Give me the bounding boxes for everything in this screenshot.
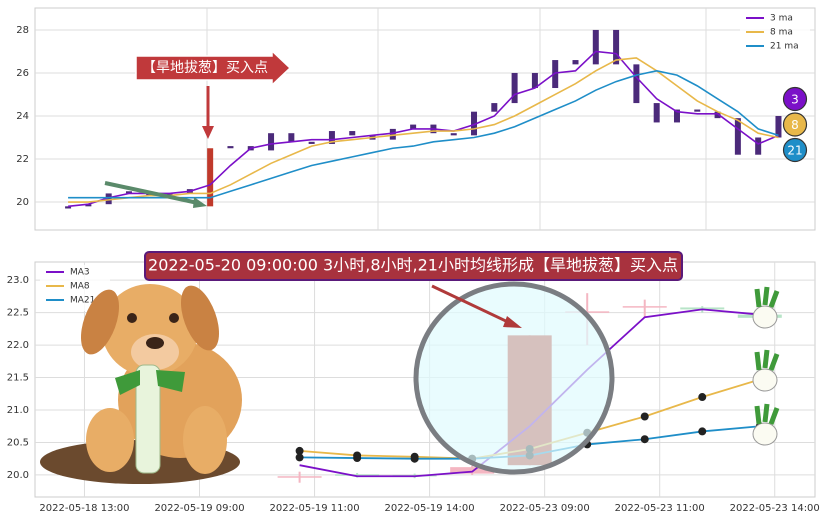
- ma-marker: [295, 446, 304, 455]
- badge-label: 21: [787, 144, 802, 158]
- ma-line: [68, 57, 779, 203]
- candle-body: [335, 474, 380, 476]
- annotation-arrow-head: [202, 126, 214, 139]
- candle-body: [166, 193, 173, 196]
- candle-body: [613, 29, 620, 65]
- candle-body: [471, 111, 478, 136]
- x-tick-label: 2022-05-18 13:00: [39, 503, 129, 514]
- dog-illustration: [40, 284, 242, 484]
- ma-marker: [640, 412, 649, 421]
- candle-body: [450, 133, 457, 136]
- legend-label: MA21: [70, 296, 95, 306]
- candle-body: [268, 133, 275, 151]
- y-tick-label: 28: [16, 25, 29, 36]
- badge: [782, 137, 808, 163]
- x-tick-label: 2022-05-19 14:00: [385, 503, 475, 514]
- candle-body: [389, 128, 396, 140]
- legend-label: MA8: [70, 282, 90, 292]
- annotation-arrow-head: [503, 316, 522, 328]
- y-tick-label: 22.5: [7, 308, 29, 319]
- badge-label: 8: [791, 118, 799, 132]
- badges: 3 8 21: [782, 86, 808, 163]
- candle-body: [633, 64, 640, 104]
- legend-label: 21 ma: [770, 42, 799, 52]
- decorations: 【旱地拔葱】买入点 3 8 21: [40, 49, 808, 484]
- y-tick-label: 20.0: [7, 470, 29, 481]
- ma-marker: [410, 454, 419, 463]
- candle-body: [653, 103, 660, 123]
- plot-area: [34, 7, 816, 231]
- candle-body: [450, 467, 495, 474]
- candle-body: [328, 131, 335, 144]
- candle-body: [694, 109, 701, 112]
- candle-body: [125, 191, 132, 194]
- candle-body: [734, 118, 741, 155]
- candle-body: [85, 204, 92, 207]
- candle-body: [680, 307, 725, 310]
- candle-body: [288, 133, 295, 142]
- trend-arrow: [104, 181, 199, 205]
- x-tick-label: 2022-05-19 11:00: [269, 503, 359, 514]
- legend-label: MA3: [70, 268, 90, 278]
- y-tick-label: 21.0: [7, 405, 29, 416]
- y-tick-label: 26: [16, 68, 29, 79]
- candle-body: [227, 146, 234, 149]
- candle-body: [65, 206, 72, 209]
- badge-label: 3: [791, 93, 799, 107]
- badge: [782, 112, 808, 137]
- badge: [782, 86, 808, 112]
- candle-body: [531, 72, 538, 89]
- ma-marker: [698, 393, 707, 402]
- y-tick-label: 21.5: [7, 373, 29, 384]
- candle-body: [511, 72, 518, 104]
- candle-body: [349, 131, 356, 136]
- legend-label: 3 ma: [770, 14, 793, 24]
- candle-body: [572, 60, 579, 65]
- x-tick-label: 2022-05-23 11:00: [615, 503, 705, 514]
- candle-body: [775, 115, 782, 138]
- annotation-text: 【旱地拔葱】买入点: [142, 60, 268, 76]
- y-tick-label: 24: [16, 111, 29, 122]
- ma-marker: [640, 435, 649, 444]
- annotation-box: [135, 49, 292, 87]
- x-tick-label: 2022-05-19 09:00: [154, 503, 244, 514]
- candle-body: [552, 60, 559, 89]
- ma-line: [68, 69, 779, 199]
- x-tick-label: 2022-05-23 14:00: [730, 503, 820, 514]
- y-tick-label: 23.0: [7, 275, 29, 286]
- candle-body: [755, 137, 762, 155]
- onion-icons: [752, 286, 780, 446]
- candle-body: [105, 193, 112, 205]
- y-tick-label: 22: [16, 154, 29, 165]
- candle-body: [622, 306, 667, 308]
- x-tick-label: 2022-05-23 09:00: [500, 503, 590, 514]
- y-tick-label: 20.5: [7, 437, 29, 448]
- ma-marker: [353, 454, 362, 463]
- y-tick-label: 20: [16, 197, 29, 208]
- highlight-ellipse: [413, 281, 615, 475]
- y-tick-label: 22.0: [7, 340, 29, 351]
- candle-body: [308, 141, 315, 144]
- annotation-arrow: [431, 284, 511, 325]
- trend-arrow-head: [193, 197, 207, 208]
- annotation-box: [144, 251, 683, 281]
- candle-body: [592, 29, 599, 65]
- annotation-text: 2022-05-20 09:00:00 3小时,8小时,21小时均线形成【旱地拔…: [148, 256, 678, 275]
- candle-body: [491, 103, 498, 112]
- ma-marker: [295, 453, 304, 462]
- candle-body: [207, 148, 214, 207]
- upper-chart: 20 22 24 26 28 3 ma 8 ma 21 ma: [16, 7, 816, 231]
- ma-line: [67, 50, 779, 208]
- candle-body: [714, 111, 721, 119]
- candle-body: [277, 476, 322, 478]
- ma-marker: [698, 427, 707, 436]
- candle-body: [410, 124, 417, 129]
- candle-body: [673, 109, 680, 123]
- legend-label: 8 ma: [770, 28, 793, 38]
